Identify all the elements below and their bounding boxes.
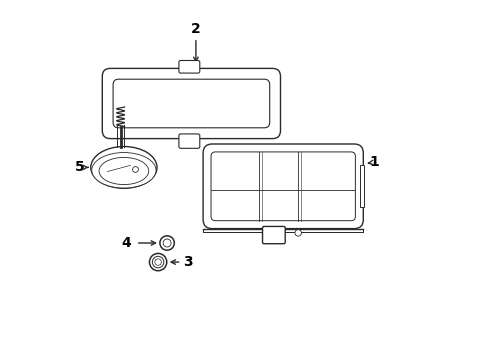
Circle shape [294, 230, 301, 236]
Text: 1: 1 [368, 155, 378, 169]
FancyBboxPatch shape [102, 68, 280, 139]
Circle shape [149, 253, 166, 271]
Bar [359, 165, 363, 207]
Text: 3: 3 [183, 255, 193, 269]
Circle shape [152, 256, 163, 268]
FancyBboxPatch shape [211, 152, 355, 221]
FancyBboxPatch shape [262, 226, 285, 244]
Ellipse shape [99, 157, 148, 185]
Circle shape [163, 239, 171, 247]
FancyBboxPatch shape [179, 60, 200, 73]
FancyBboxPatch shape [113, 79, 269, 128]
FancyBboxPatch shape [179, 134, 200, 148]
Circle shape [160, 236, 174, 250]
Text: 5: 5 [75, 161, 84, 174]
Circle shape [155, 259, 161, 265]
Text: 4: 4 [121, 236, 131, 250]
Circle shape [132, 167, 138, 172]
Text: 2: 2 [191, 22, 201, 36]
Ellipse shape [92, 153, 156, 188]
FancyBboxPatch shape [203, 144, 363, 229]
Ellipse shape [91, 147, 157, 188]
